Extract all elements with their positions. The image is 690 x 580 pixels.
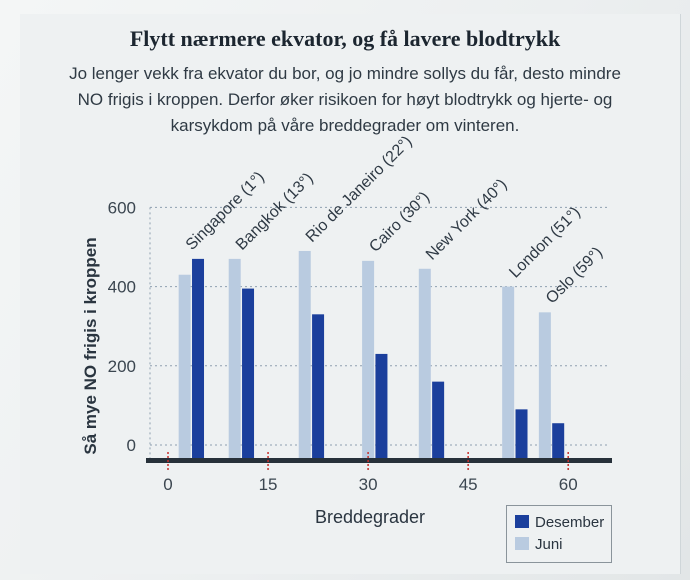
y-tick-label: 600: [108, 198, 136, 217]
y-tick-label: 0: [127, 436, 136, 455]
bar-juni: [418, 268, 431, 461]
y-tick-label: 400: [108, 278, 136, 297]
subtitle-line-1: Jo lenger vekk fra ekvator du bor, og jo…: [69, 64, 621, 83]
bar-desember: [515, 409, 528, 461]
x-tick-label: 30: [359, 475, 378, 494]
x-axis-title: Breddegrader: [315, 507, 425, 527]
article-title: Flytt nærmere ekvator, og få lavere blod…: [129, 26, 561, 51]
x-tick-label: 45: [459, 475, 478, 494]
subtitle-line-2: NO frigis i kroppen. Derfor øker risikoe…: [77, 90, 613, 109]
legend-item-desember: Desember: [515, 514, 604, 531]
legend-label-juni: Juni: [535, 536, 563, 553]
y-tick-label: 200: [108, 357, 136, 376]
bar-desember: [375, 353, 388, 461]
bar-desember: [432, 381, 445, 461]
y-axis-title: Så mye NO frigis i kroppen: [81, 237, 100, 454]
x-tick-label: 60: [559, 475, 578, 494]
subtitle-line-3: karsykdom på våre breddegrader om vinter…: [170, 116, 520, 135]
bar-desember: [312, 314, 325, 461]
x-tick-label: 15: [259, 475, 278, 494]
city-label: Oslo (59°): [543, 244, 606, 307]
city-label: Cairo (30°): [366, 189, 433, 256]
bar-desember: [192, 258, 205, 461]
bar-juni: [502, 286, 515, 461]
city-label: New York (40°): [423, 176, 511, 264]
bar-juni: [298, 250, 311, 461]
bar-juni: [178, 274, 191, 461]
legend-item-juni: Juni: [515, 536, 563, 553]
article-panel: [20, 14, 681, 574]
bar-juni: [228, 258, 241, 461]
bar-desember: [552, 423, 565, 461]
x-axis-line: [146, 458, 612, 463]
legend-swatch-juni: [515, 537, 529, 550]
bar-juni: [362, 260, 375, 461]
legend-swatch-desember: [515, 515, 529, 528]
legend-label-desember: Desember: [535, 514, 605, 531]
bar-juni: [538, 312, 551, 461]
chart-legend: Desember Juni: [506, 505, 612, 563]
x-tick-label: 0: [163, 475, 172, 494]
bar-desember: [242, 288, 255, 461]
